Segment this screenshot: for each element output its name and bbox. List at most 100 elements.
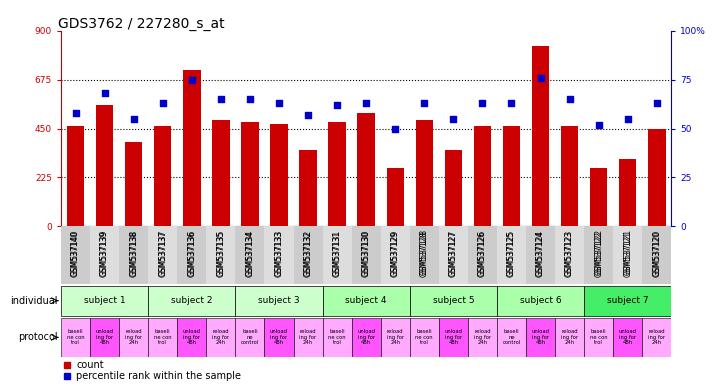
Text: baseli
ne con
trol: baseli ne con trol	[416, 329, 433, 345]
Bar	[90, 318, 119, 357]
Text: GSM537131: GSM537131	[332, 229, 342, 276]
Bar	[584, 227, 613, 284]
Point	[564, 96, 575, 102]
Point	[128, 116, 139, 122]
Bar	[322, 227, 352, 284]
Bar	[177, 318, 206, 357]
Bar	[584, 286, 671, 316]
Bar	[439, 318, 468, 357]
Bar	[561, 126, 578, 227]
Text: GSM537129: GSM537129	[391, 231, 400, 277]
Text: baseli
ne con
trol: baseli ne con trol	[590, 329, 607, 345]
Bar	[90, 227, 119, 284]
Point	[593, 122, 605, 128]
Text: unload
ing for
48h: unload ing for 48h	[270, 329, 288, 345]
Text: unload
ing for
48h: unload ing for 48h	[619, 329, 637, 345]
Text: subject 2: subject 2	[171, 296, 213, 305]
Text: percentile rank within the sample: percentile rank within the sample	[76, 371, 241, 381]
Bar	[125, 142, 142, 227]
Text: GSM537126: GSM537126	[478, 231, 487, 277]
Bar	[474, 126, 491, 227]
Bar	[183, 70, 200, 227]
Bar	[119, 227, 148, 284]
Text: individual: individual	[10, 296, 57, 306]
Bar	[67, 126, 84, 227]
Bar	[468, 318, 497, 357]
Text: GSM537131: GSM537131	[332, 231, 342, 277]
Bar	[497, 318, 526, 357]
Bar	[61, 227, 90, 284]
Bar	[613, 318, 643, 357]
Bar	[294, 227, 322, 284]
Text: subject 6: subject 6	[520, 296, 561, 305]
Point	[70, 110, 81, 116]
Bar	[61, 286, 148, 316]
Text: GSM537121: GSM537121	[623, 229, 633, 275]
Text: baseli
ne con
trol: baseli ne con trol	[67, 329, 85, 345]
Point	[99, 90, 111, 96]
Bar	[381, 227, 410, 284]
Point	[389, 126, 401, 132]
Bar	[381, 318, 410, 357]
Point	[332, 102, 343, 108]
Bar	[322, 318, 352, 357]
Text: unload
ing for
48h: unload ing for 48h	[183, 329, 201, 345]
Bar	[270, 124, 288, 227]
Text: GSM537125: GSM537125	[507, 231, 516, 277]
Bar	[590, 168, 607, 227]
Bar	[468, 227, 497, 284]
Text: GSM537122: GSM537122	[595, 229, 603, 275]
Bar	[619, 159, 636, 227]
Point	[186, 76, 197, 83]
Text: reload
ing for
24h: reload ing for 24h	[213, 329, 230, 345]
Text: GSM537136: GSM537136	[187, 231, 196, 277]
Text: baseli
ne con
trol: baseli ne con trol	[328, 329, 346, 345]
Text: GSM537138: GSM537138	[129, 231, 138, 277]
Bar	[386, 168, 404, 227]
Point	[447, 116, 459, 122]
Point	[244, 96, 256, 102]
Bar	[236, 318, 264, 357]
Text: GSM537136: GSM537136	[187, 229, 196, 276]
Text: reload
ing for
24h: reload ing for 24h	[125, 329, 142, 345]
Bar	[444, 150, 462, 227]
Text: GSM537138: GSM537138	[129, 229, 138, 276]
Text: GSM537121: GSM537121	[623, 231, 633, 277]
Bar	[416, 120, 433, 227]
Bar	[532, 46, 549, 227]
Text: subject 5: subject 5	[432, 296, 474, 305]
Text: unload
ing for
48h: unload ing for 48h	[444, 329, 462, 345]
Point	[274, 100, 285, 106]
Text: baseli
ne
control: baseli ne control	[503, 329, 521, 345]
Text: GSM537133: GSM537133	[274, 231, 284, 277]
Bar	[96, 105, 113, 227]
Bar	[648, 129, 666, 227]
Text: subject 3: subject 3	[258, 296, 300, 305]
Text: GSM537124: GSM537124	[536, 229, 545, 276]
Text: GSM537130: GSM537130	[362, 231, 370, 277]
Bar	[212, 120, 230, 227]
Text: reload
ing for
24h: reload ing for 24h	[561, 329, 578, 345]
Bar	[497, 286, 584, 316]
Text: subject 4: subject 4	[345, 296, 387, 305]
Bar	[299, 150, 317, 227]
Point	[157, 100, 169, 106]
Bar	[410, 286, 497, 316]
Text: GSM537126: GSM537126	[478, 229, 487, 276]
Bar	[264, 318, 294, 357]
Text: GSM537132: GSM537132	[304, 231, 312, 277]
Text: GSM537124: GSM537124	[536, 231, 545, 277]
Point	[360, 100, 372, 106]
Text: unload
ing for
48h: unload ing for 48h	[95, 329, 113, 345]
Bar	[410, 318, 439, 357]
Text: GSM537120: GSM537120	[652, 229, 661, 276]
Text: unload
ing for
48h: unload ing for 48h	[357, 329, 376, 345]
Bar	[328, 122, 346, 227]
Text: GSM537125: GSM537125	[507, 229, 516, 276]
Bar	[206, 318, 236, 357]
Text: GSM537140: GSM537140	[71, 231, 80, 277]
Bar	[148, 286, 236, 316]
Bar	[236, 286, 322, 316]
Point	[477, 100, 488, 106]
Text: GSM537123: GSM537123	[565, 231, 574, 277]
